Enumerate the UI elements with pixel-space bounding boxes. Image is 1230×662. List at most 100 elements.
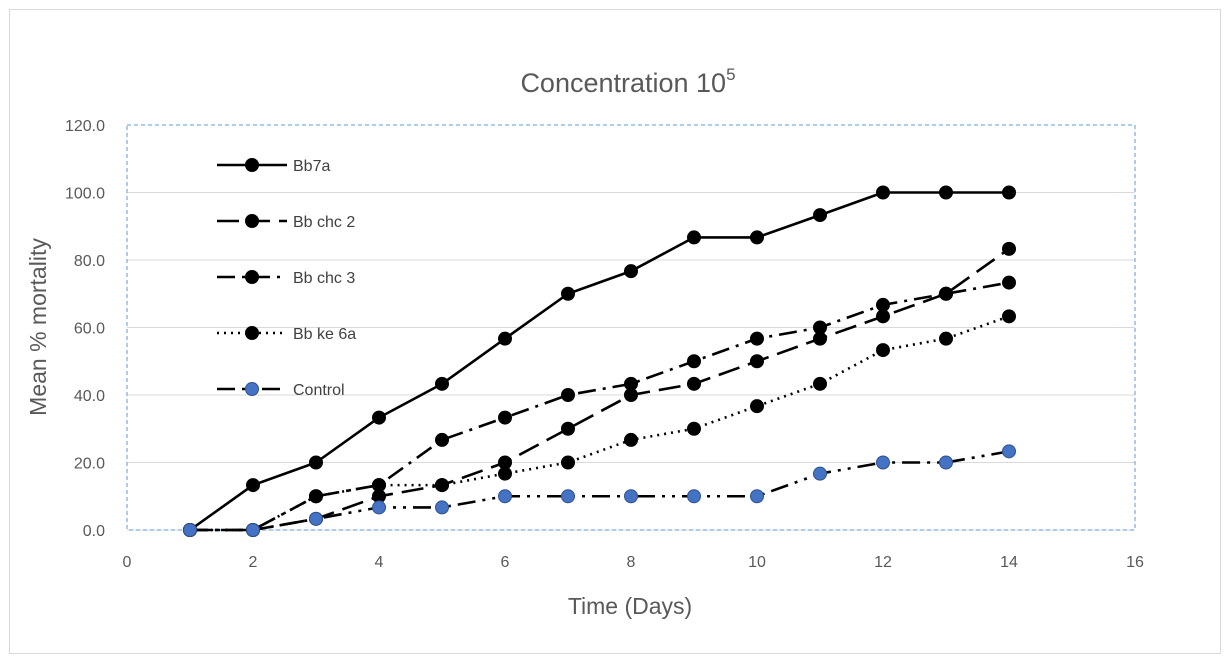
data-point: [876, 455, 890, 470]
y-tick-label: 100.0: [65, 186, 105, 203]
plot-area-border: [126, 124, 1136, 531]
legend-item: Bb chc 3: [217, 270, 355, 287]
data-point: [309, 455, 323, 470]
data-point: [813, 320, 827, 335]
legend-marker: [245, 270, 259, 284]
chart-title-superscript: 5: [726, 65, 735, 84]
data-point: [687, 230, 701, 245]
legend-label: Bb ke 6a: [293, 326, 356, 343]
legend-label: Bb7a: [293, 158, 330, 175]
x-tick-label: 0: [123, 554, 132, 571]
data-point: [498, 410, 512, 425]
legend-marker: [245, 326, 259, 340]
data-point: [561, 489, 575, 504]
data-point: [498, 466, 512, 481]
chart-title-text: Concentration 10: [520, 68, 726, 98]
legend-label: Control: [293, 382, 345, 399]
chart-title: Concentration 105: [520, 65, 735, 98]
data-point: [435, 432, 449, 447]
y-tick-label: 0.0: [83, 523, 105, 540]
x-tick-label: 12: [874, 554, 892, 571]
legend-label: Bb chc 3: [293, 270, 355, 287]
data-point: [435, 478, 449, 493]
x-tick-label: 2: [249, 554, 258, 571]
data-point: [813, 466, 827, 481]
x-tick-label: 14: [1000, 554, 1018, 571]
data-point: [750, 399, 764, 414]
y-tick-label: 120.0: [65, 118, 105, 135]
data-point: [1002, 185, 1016, 200]
data-point: [624, 264, 638, 279]
series-group: [183, 185, 1016, 537]
data-point: [1002, 309, 1016, 324]
legend-item: Bb ke 6a: [217, 326, 356, 343]
legend-item: Control: [217, 382, 345, 399]
data-point: [687, 376, 701, 391]
tick-labels: 0.0 20.0 40.0 60.0 80.0 100.0 120.0 0 2 4 6 8 10 12 14…: [65, 118, 1144, 571]
x-tick-label: 4: [375, 554, 384, 571]
series-line: [190, 450, 1010, 532]
y-tick-label: 60.0: [74, 321, 105, 338]
data-point: [372, 500, 386, 515]
data-point: [939, 331, 953, 346]
data-point: [939, 185, 953, 200]
series-line: [190, 281, 1010, 532]
data-point: [561, 455, 575, 470]
data-point: [876, 185, 890, 200]
data-point: [939, 286, 953, 301]
data-point: [183, 523, 197, 537]
data-point: [750, 354, 764, 369]
data-point: [435, 376, 449, 391]
data-point: [876, 343, 890, 358]
data-point: [561, 421, 575, 436]
series-control: [183, 444, 1016, 537]
x-tick-label: 10: [748, 554, 766, 571]
data-point: [750, 230, 764, 245]
series-bb-ke-6a: [183, 309, 1016, 537]
legend-item: Bb7a: [217, 158, 330, 175]
y-axis-title: Mean % mortality: [25, 238, 51, 416]
data-point: [687, 354, 701, 369]
chart-frame: [9, 9, 1221, 654]
x-tick-label: 8: [627, 554, 636, 571]
data-point: [435, 500, 449, 515]
data-point: [624, 376, 638, 391]
data-point: [246, 478, 260, 493]
data-point: [876, 297, 890, 312]
data-point: [1002, 275, 1016, 290]
data-point: [309, 489, 323, 504]
data-point: [372, 478, 386, 493]
data-point: [813, 208, 827, 223]
x-tick-label: 16: [1126, 554, 1144, 571]
data-point: [498, 331, 512, 346]
data-point: [561, 286, 575, 301]
legend-marker: [245, 382, 259, 396]
legend-item: Bb chc 2: [217, 214, 355, 231]
y-tick-label: 20.0: [74, 456, 105, 473]
series-bb7a: [183, 185, 1016, 537]
data-point: [309, 511, 323, 526]
y-tick-label: 80.0: [74, 253, 105, 270]
gridlines: [127, 192, 1135, 531]
series-line: [190, 247, 1010, 532]
legend-label: Bb chc 2: [293, 214, 355, 231]
legend-marker: [245, 214, 259, 228]
legend-marker: [245, 158, 259, 172]
data-point: [750, 489, 764, 504]
data-point: [687, 489, 701, 504]
data-point: [624, 432, 638, 447]
data-point: [498, 489, 512, 504]
data-point: [561, 388, 575, 402]
data-point: [1002, 444, 1016, 459]
data-point: [750, 331, 764, 346]
data-point: [246, 523, 260, 537]
data-point: [1002, 241, 1016, 256]
data-point: [372, 410, 386, 425]
x-tick-label: 6: [501, 554, 510, 571]
data-point: [813, 376, 827, 391]
data-point: [624, 489, 638, 504]
y-tick-label: 40.0: [74, 388, 105, 405]
series-line: [189, 191, 1009, 532]
data-point: [687, 421, 701, 436]
x-axis-title: Time (Days): [568, 593, 692, 619]
